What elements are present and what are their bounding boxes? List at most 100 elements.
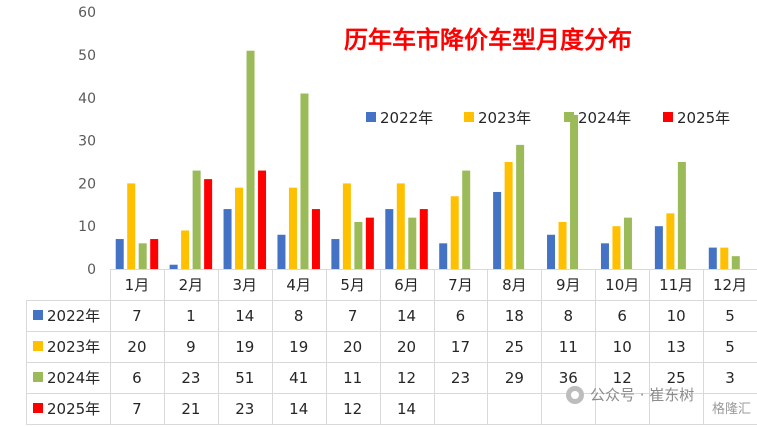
watermark: 公众号 · 崔东树 [566,384,694,405]
data-label: 21 [181,400,200,418]
data-label: 8 [564,307,574,325]
legend-swatch [464,112,474,122]
data-label: 8 [294,307,304,325]
x-tick-label: 3月 [233,276,258,294]
bar [462,170,471,269]
data-label: 7 [132,400,142,418]
y-tick-label: 20 [78,176,96,192]
legend-swatch [663,112,673,122]
x-tick-label: 6月 [394,276,419,294]
bar [258,170,267,269]
data-label: 25 [505,338,524,356]
x-tick-label: 1月 [125,276,150,294]
data-label: 23 [451,369,470,387]
bar [654,226,663,269]
bar [516,144,525,269]
bar [223,209,232,269]
series-key [33,310,43,320]
legend: 2022年 2023年 2024年 2025年 [366,109,730,127]
data-label: 25 [667,369,686,387]
data-label: 51 [235,369,254,387]
bar [115,239,124,269]
bar [677,162,686,269]
bar [311,209,320,269]
data-label: 7 [348,307,358,325]
bar [331,239,340,269]
y-axis: 0 10 20 30 40 50 60 [78,5,96,278]
bar [138,243,147,269]
legend-label: 2023年 [478,109,531,127]
bar [288,187,297,269]
bar [547,234,556,269]
data-label: 10 [667,307,686,325]
x-tick-label: 2月 [179,276,204,294]
data-label: 5 [725,338,735,356]
bar [235,187,244,269]
x-tick-label: 4月 [286,276,311,294]
bar [493,191,502,269]
chart-title: 历年车市降价车型月度分布 [344,26,632,54]
data-label: 17 [451,338,470,356]
bar [300,93,309,270]
bar [623,217,632,269]
bar [396,183,405,269]
bar [342,183,351,269]
y-tick-label: 60 [78,5,96,21]
data-label: 6 [617,307,627,325]
y-tick-label: 0 [87,262,96,278]
x-tick-label: 10月 [605,276,639,294]
bar [181,230,190,269]
series-label: 2024年 [47,369,100,387]
bar [666,213,675,269]
y-tick-label: 10 [78,219,96,235]
y-tick-label: 30 [78,134,96,150]
legend-label: 2022年 [380,109,433,127]
x-tick-label: 11月 [659,276,693,294]
data-label: 20 [127,338,146,356]
bar [558,221,567,269]
bar [570,114,579,269]
data-label: 5 [725,307,735,325]
series-key [33,372,43,382]
bar [385,209,394,269]
data-label: 7 [132,307,142,325]
bar [192,170,201,269]
data-label: 23 [235,400,254,418]
data-label: 6 [132,369,142,387]
legend-swatch [366,112,376,122]
series-label: 2023年 [47,338,100,356]
bar [169,264,178,269]
series-key [33,403,43,413]
bar [731,256,740,269]
legend-label: 2025年 [677,109,730,127]
watermark-text: 公众号 · 崔东树 [590,386,695,404]
bar [150,239,159,269]
bar [127,183,136,269]
data-label: 3 [725,369,735,387]
data-label: 6 [456,307,466,325]
bar [708,247,717,269]
data-table: 1月 2月 3月 4月 5月 6月 7月 8月 9月 10月 11月 12月 2022年 7 1 14 8 7 14… [26,269,757,425]
x-tick-label: 9月 [556,276,581,294]
x-tick-label: 12月 [713,276,747,294]
series-key [33,341,43,351]
data-label: 10 [613,338,632,356]
data-label: 14 [289,400,308,418]
data-label: 19 [235,338,254,356]
data-label: 14 [397,307,416,325]
x-tick-label: 8月 [502,276,527,294]
watermark-badge: 格隆汇 [711,402,751,417]
series-label: 2025年 [47,400,100,418]
bar [365,217,374,269]
y-tick-label: 50 [78,48,96,64]
legend-label: 2024年 [578,109,631,127]
data-label: 14 [397,400,416,418]
data-label: 20 [343,338,362,356]
data-label: 14 [235,307,254,325]
bar [504,162,513,269]
bar [612,226,621,269]
data-label: 36 [559,369,578,387]
data-label: 18 [505,307,524,325]
bar [354,221,363,269]
data-label: 12 [613,369,632,387]
